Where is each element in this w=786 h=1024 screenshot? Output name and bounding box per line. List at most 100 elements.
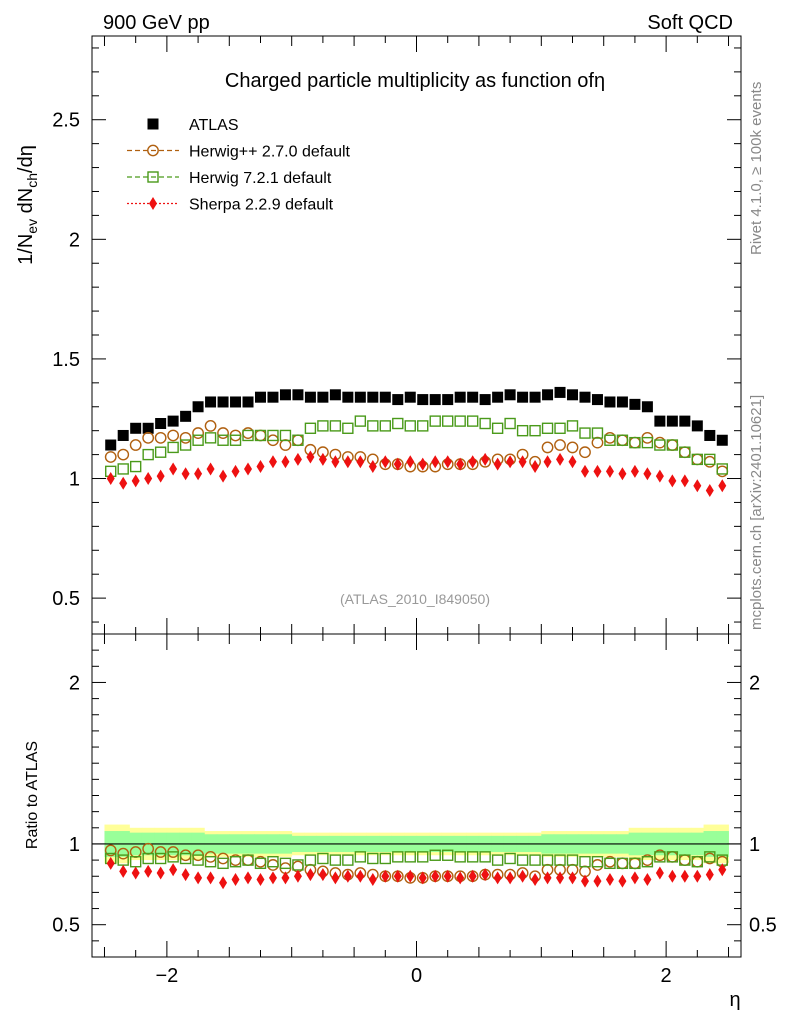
ratio-point (605, 872, 614, 886)
rivet-label: Rivet 4.1.0, ≥ 100k events (748, 82, 765, 255)
ratio-point (117, 847, 130, 860)
data-point (192, 401, 204, 413)
data-point (579, 427, 591, 439)
ratio-point (643, 872, 652, 886)
ratio-point (630, 871, 639, 885)
data-point (329, 420, 342, 432)
data-point (105, 439, 117, 451)
data-point (331, 455, 340, 469)
mcplots-label: mcplots.cern.ch [arXiv:2401.10621] (748, 395, 765, 630)
ratio-point (481, 868, 490, 882)
data-point (491, 422, 504, 434)
ratio-point (629, 857, 641, 870)
data-point (591, 394, 603, 406)
series-atlas (105, 386, 728, 451)
data-point (704, 453, 716, 466)
data-point (343, 455, 352, 469)
data-point (368, 460, 377, 474)
data-point (456, 457, 465, 471)
ratio-frame (91, 633, 742, 958)
main-ticks: 0.5 1 1.5 2 2.5 (52, 36, 741, 634)
data-point (479, 417, 491, 430)
data-point (691, 453, 704, 466)
ratio-point (279, 857, 292, 870)
ratio-point (181, 868, 190, 882)
data-point (119, 476, 128, 490)
ratio-point (156, 866, 165, 880)
data-point (518, 455, 527, 469)
ratio-point (417, 851, 429, 863)
x-axis-label: η (729, 989, 740, 1011)
ratio-point (318, 868, 327, 882)
ratio-point (666, 851, 679, 863)
data-point (442, 394, 454, 406)
ratio-point (206, 871, 215, 885)
y-tick-label: 1.5 (52, 349, 80, 371)
ratio-point (231, 872, 240, 886)
data-point (318, 452, 327, 466)
data-point (541, 422, 554, 434)
ratio-point (119, 864, 128, 878)
ratio-point (618, 874, 627, 888)
data-point (716, 434, 728, 446)
data-point (293, 452, 302, 466)
ratio-point (691, 856, 704, 868)
ratio-point (556, 871, 565, 885)
data-point (268, 455, 277, 469)
ratio-point (516, 854, 529, 866)
data-point (568, 455, 577, 469)
ratio-point (468, 869, 477, 883)
series-herwig-7-2-1-default (105, 415, 728, 478)
ratio-point (641, 856, 654, 868)
data-point (703, 455, 716, 468)
ratio-point (429, 849, 441, 861)
data-point (142, 422, 154, 434)
ratio-point (704, 851, 716, 863)
data-point (205, 396, 217, 408)
data-point (381, 455, 390, 469)
data-point (554, 422, 566, 434)
ratio-point (281, 871, 290, 885)
main-panel: 0.5 1 1.5 2 2.5 Charged particle multiplicit… (15, 35, 742, 635)
ratio-point (293, 869, 302, 883)
ratio-point (194, 871, 203, 885)
ratio-point (268, 871, 277, 885)
data-point (517, 391, 529, 403)
data-point (454, 415, 466, 427)
data-point (429, 415, 441, 427)
ratio-point (593, 874, 602, 888)
ratio-y-tick-label-right: 2 (749, 672, 760, 694)
x-tick-label: 0 (411, 965, 422, 987)
ratio-point (568, 871, 577, 885)
legend: ATLAS Herwig++ 2.7.0 default Herwig 7.2.1 … (127, 117, 351, 214)
ratio-point (306, 868, 315, 882)
ratio-point (229, 856, 242, 868)
ratio-point (504, 852, 516, 865)
ratio-point (604, 857, 616, 870)
ratio-point (404, 851, 416, 863)
data-point (593, 464, 602, 478)
data-point (641, 401, 653, 413)
ratio-point (329, 854, 342, 866)
ratio-point (354, 851, 367, 863)
data-point (629, 436, 641, 449)
ratio-point (217, 857, 229, 870)
main-title: Charged particle multiplicity as functio… (225, 70, 605, 92)
data-point (154, 431, 167, 444)
ratio-series-sherpa-2-2-9-default (106, 856, 727, 890)
data-point (217, 396, 229, 408)
data-point (543, 455, 552, 469)
ratio-point (381, 869, 390, 883)
ratio-point (680, 869, 689, 883)
data-point (481, 452, 490, 466)
header-right: Soft QCD (647, 12, 733, 34)
data-point (104, 451, 117, 463)
ratio-point (144, 864, 153, 878)
data-point (192, 434, 204, 446)
data-point (641, 436, 654, 449)
data-point (417, 394, 429, 406)
data-point (604, 434, 616, 446)
data-point (219, 469, 228, 483)
ratio-point (392, 851, 404, 863)
data-point (179, 431, 192, 444)
